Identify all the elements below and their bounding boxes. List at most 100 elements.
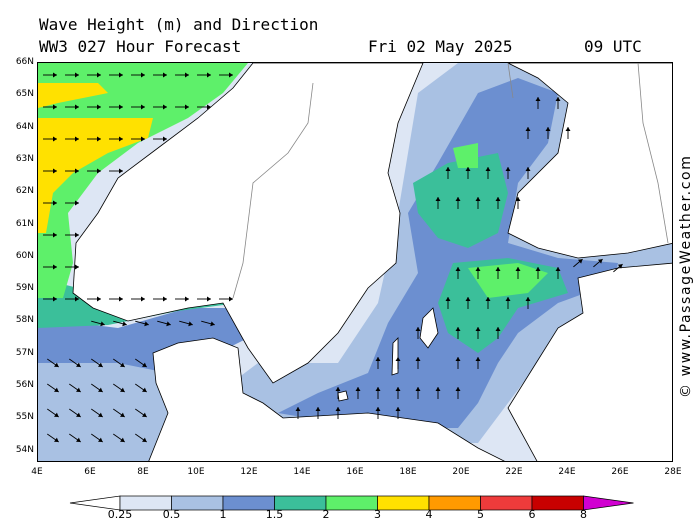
- wave-arrow: [395, 357, 401, 369]
- wave-arrow: [535, 97, 541, 109]
- wave-arrow: [43, 296, 57, 302]
- wave-arrow: [455, 197, 461, 209]
- wave-arrow: [613, 263, 623, 273]
- wave-arrow: [87, 296, 101, 302]
- wave-arrow: [65, 264, 79, 270]
- land-gotland: [419, 307, 439, 349]
- wave-arrow: [445, 167, 451, 179]
- wave-arrow: [197, 104, 211, 110]
- wave-height-color-scale: [69, 495, 634, 511]
- scale-label: 5: [477, 508, 484, 521]
- wave-band-baltic-2m: [413, 153, 508, 248]
- wave-arrow: [485, 167, 491, 179]
- wave-arrow: [495, 267, 501, 279]
- lon-label: 24E: [558, 467, 576, 477]
- wave-arrow: [131, 296, 145, 302]
- lon-label: 4E: [31, 467, 43, 477]
- wave-arrow: [47, 408, 59, 418]
- wave-arrow: [175, 104, 189, 110]
- wave-arrow: [113, 383, 125, 393]
- scale-label: 1: [219, 508, 227, 521]
- wave-arrow: [197, 72, 211, 78]
- lon-label: 28E: [664, 467, 682, 477]
- lon-label: 14E: [293, 467, 311, 477]
- lat-label: 63N: [15, 153, 34, 164]
- wave-arrow: [91, 383, 103, 393]
- lat-label: 62N: [15, 186, 34, 197]
- wave-arrow: [153, 136, 167, 142]
- lon-label: 20E: [452, 467, 470, 477]
- wave-arrow: [135, 383, 147, 393]
- scale-label: 2: [322, 508, 330, 521]
- wave-arrow: [315, 407, 321, 419]
- lat-label: 65N: [15, 89, 34, 100]
- wave-arrow: [65, 104, 79, 110]
- lon-label: 12E: [240, 467, 258, 477]
- wave-arrow: [555, 267, 561, 279]
- wave-arrow: [109, 72, 123, 78]
- border-finland-russia: [637, 63, 669, 244]
- wave-band-norwegian-4m: [38, 118, 153, 233]
- lon-label: 22E: [505, 467, 523, 477]
- land-denmark-germany: [148, 337, 505, 461]
- wave-band-north-sea-1m: [38, 363, 173, 461]
- wave-arrow: [153, 72, 167, 78]
- lat-label: 56N: [15, 380, 34, 390]
- wave-arrow: [455, 357, 461, 369]
- wave-arrow: [465, 297, 471, 309]
- wave-arrow: [43, 72, 57, 78]
- scale-label: 3: [374, 508, 381, 521]
- wave-arrow: [415, 387, 421, 399]
- wave-arrow: [135, 358, 147, 368]
- scale-segment: [583, 495, 634, 511]
- land-finland: [507, 63, 672, 259]
- wave-arrow: [69, 433, 81, 443]
- wave-map: [37, 62, 673, 462]
- wave-arrow: [535, 267, 541, 279]
- credit-watermark: © www.PassageWeather.com: [678, 154, 694, 398]
- wave-arrow: [415, 357, 421, 369]
- wave-arrow: [47, 433, 59, 443]
- wave-arrow: [415, 327, 421, 339]
- wave-arrow: [435, 387, 441, 399]
- wave-arrow: [157, 320, 171, 327]
- wave-arrow: [525, 127, 531, 139]
- wave-arrow: [495, 197, 501, 209]
- forecast-subtitle: WW3 027 Hour Forecast: [39, 37, 242, 56]
- wave-arrow: [179, 320, 193, 327]
- wave-arrow: [355, 387, 361, 399]
- wave-arrow: [475, 267, 481, 279]
- wave-arrow: [109, 136, 123, 142]
- lon-label: 18E: [399, 467, 417, 477]
- wave-arrow: [485, 297, 491, 309]
- wave-arrow: [47, 358, 59, 368]
- wave-band-north-sea-4m: [38, 83, 108, 108]
- wave-arrow: [91, 358, 103, 368]
- wave-arrow: [65, 296, 79, 302]
- land-baltic-states: [507, 262, 672, 461]
- lat-label: 54N: [15, 444, 34, 455]
- wave-arrow: [495, 327, 501, 339]
- wave-arrow: [395, 407, 401, 419]
- wave-arrow: [175, 72, 189, 78]
- wave-arrow: [201, 320, 215, 327]
- wave-arrow: [131, 104, 145, 110]
- wave-arrow: [455, 387, 461, 399]
- wave-arrow: [197, 296, 211, 302]
- lon-label: 8E: [137, 467, 149, 477]
- wave-arrow: [475, 197, 481, 209]
- wave-arrow: [69, 408, 81, 418]
- wave-arrow: [69, 358, 81, 368]
- wave-arrow: [153, 296, 167, 302]
- wave-arrow: [87, 136, 101, 142]
- scale-label: 8: [580, 508, 587, 521]
- wave-arrow: [395, 387, 401, 399]
- wave-arrow: [87, 104, 101, 110]
- wave-band-baltic-1-5m: [278, 78, 618, 428]
- lat-label: 60N: [15, 250, 34, 261]
- wave-arrow: [43, 136, 57, 142]
- wave-arrow: [455, 327, 461, 339]
- lon-label: 10E: [187, 467, 205, 477]
- wave-arrow: [295, 407, 301, 419]
- wave-arrow: [87, 168, 101, 174]
